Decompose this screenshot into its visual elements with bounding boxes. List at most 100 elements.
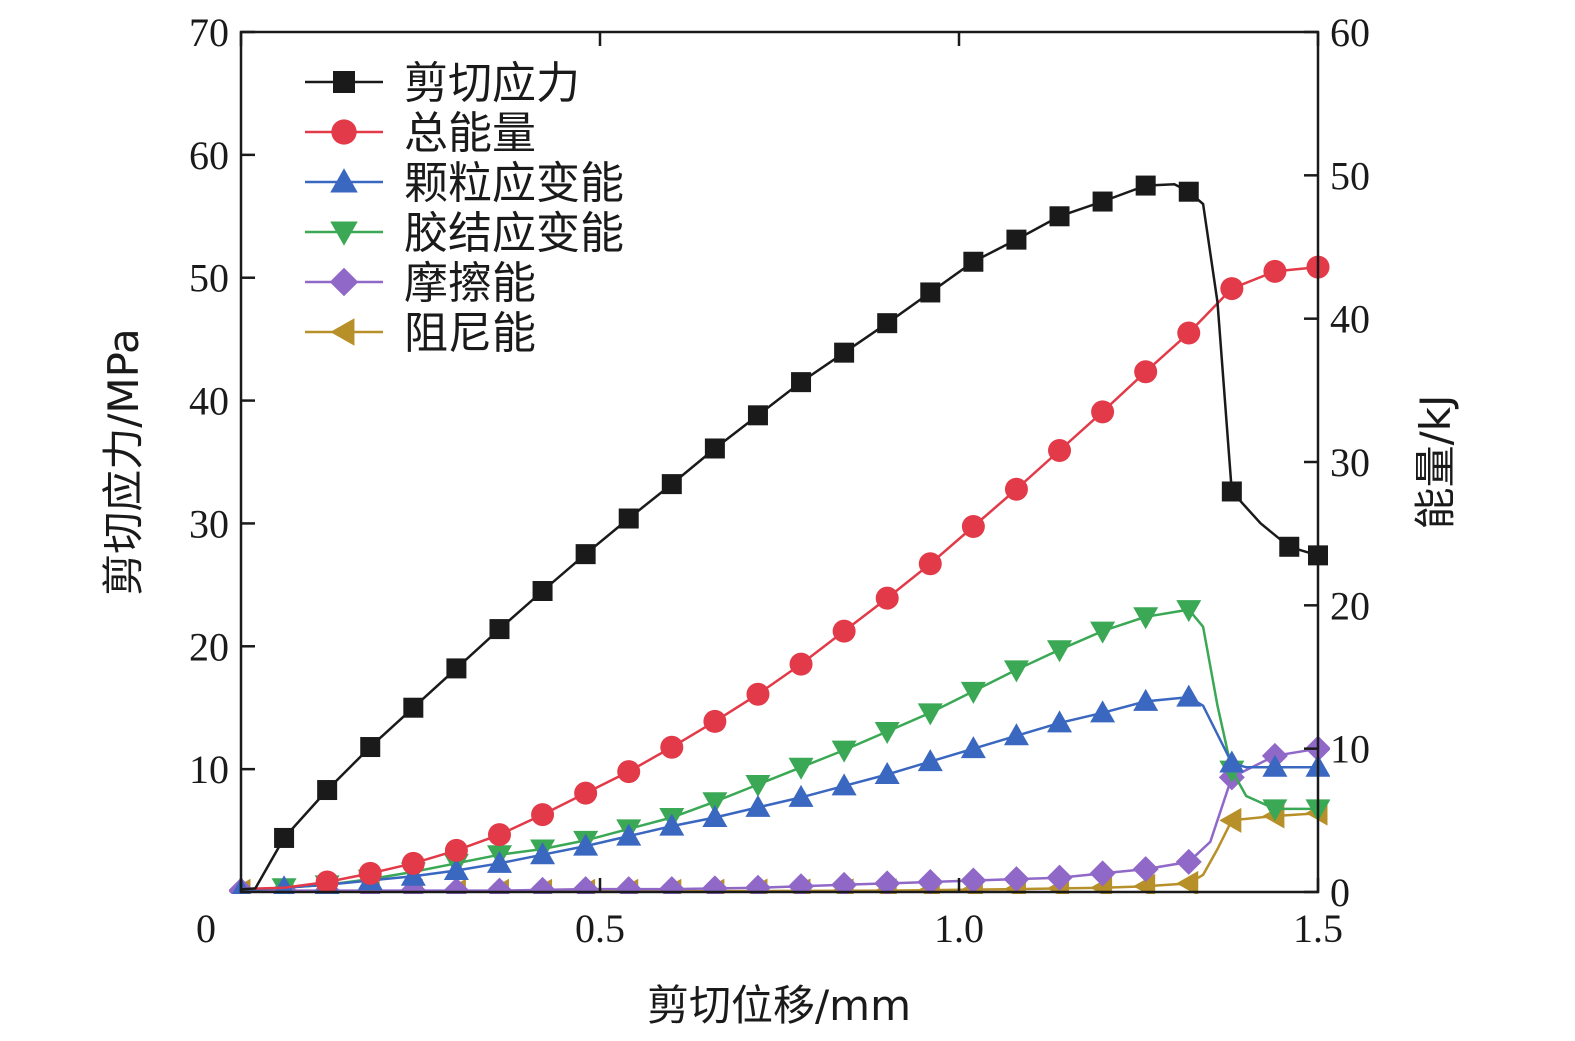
series-point-2 xyxy=(1220,277,1244,301)
series-point-2 xyxy=(487,823,511,847)
y-left-tick-label: 20 xyxy=(189,624,229,669)
series-point-1 xyxy=(747,405,768,426)
legend-label: 阻尼能 xyxy=(404,308,536,359)
series-4 xyxy=(240,600,1330,894)
x-tick-label: 1.0 xyxy=(934,906,984,951)
series-point-1 xyxy=(1135,175,1156,196)
series-point-5 xyxy=(1175,848,1202,875)
series-point-1 xyxy=(575,544,596,565)
series-point-2 xyxy=(1134,360,1158,384)
y-left-tick-label: 40 xyxy=(189,379,229,424)
series-point-5 xyxy=(831,871,858,894)
series-point-1 xyxy=(791,372,812,393)
series-point-3 xyxy=(1003,723,1029,746)
series-line-1 xyxy=(240,183,1319,891)
series-point-5 xyxy=(443,877,470,894)
series-point-2 xyxy=(789,652,813,676)
series-point-3 xyxy=(616,823,642,846)
series-point-1 xyxy=(834,342,855,363)
series-point-6 xyxy=(1133,873,1156,894)
series-line-2 xyxy=(240,265,1319,891)
series-point-3 xyxy=(486,850,512,873)
series-point-2 xyxy=(875,586,899,610)
series-point-5 xyxy=(529,876,556,894)
series-point-1 xyxy=(403,697,424,718)
y-right-tick-label: 60 xyxy=(1330,10,1370,55)
legend-marker xyxy=(330,168,358,193)
x-origin-label: 0 xyxy=(196,906,216,951)
series-point-5 xyxy=(1003,866,1030,893)
series-point-4 xyxy=(917,703,943,726)
series-point-2 xyxy=(1091,400,1115,424)
legend-label: 剪切应力 xyxy=(404,58,580,109)
series-point-5 xyxy=(701,875,728,894)
series-point-4 xyxy=(1262,799,1288,822)
series-point-3 xyxy=(745,794,771,817)
series-point-2 xyxy=(660,735,684,759)
series-point-1 xyxy=(618,508,639,529)
series-point-2 xyxy=(832,619,856,643)
series-point-4 xyxy=(1176,600,1202,623)
legend-marker xyxy=(329,267,359,297)
series-point-1 xyxy=(661,474,682,495)
series-point-2 xyxy=(1177,321,1201,345)
series-point-1 xyxy=(877,313,898,334)
x-tick-label: 1.5 xyxy=(1293,906,1343,951)
series-point-2 xyxy=(1048,439,1072,463)
series-point-4 xyxy=(874,721,900,744)
x-tick-label: 0.5 xyxy=(575,906,625,951)
series-line-4 xyxy=(240,608,1318,892)
series-point-2 xyxy=(961,515,985,538)
series-point-3 xyxy=(659,813,685,836)
series-2 xyxy=(240,255,1330,894)
series-point-5 xyxy=(788,873,815,894)
series-point-6 xyxy=(1176,870,1199,894)
series-point-1 xyxy=(489,619,510,640)
series-1 xyxy=(240,175,1328,891)
series-point-3 xyxy=(573,833,599,856)
series-point-1 xyxy=(317,780,338,801)
legend-label: 胶结应变能 xyxy=(404,208,624,259)
series-point-3 xyxy=(1262,754,1288,777)
series-point-3 xyxy=(443,858,469,880)
series-6 xyxy=(229,800,1328,894)
legend-label: 颗粒应变能 xyxy=(404,158,624,209)
y-left-tick-label: 10 xyxy=(189,747,229,792)
series-point-4 xyxy=(745,775,771,797)
y-left-axis-title: 剪切应力/MPa xyxy=(99,328,148,596)
legend-marker xyxy=(331,119,357,145)
series-point-4 xyxy=(702,792,728,815)
series-5 xyxy=(229,735,1330,894)
series-point-3 xyxy=(960,736,986,759)
series-point-1 xyxy=(704,438,725,459)
series-point-2 xyxy=(617,760,641,784)
series-point-5 xyxy=(1132,856,1159,883)
series-point-2 xyxy=(401,851,425,875)
legend-marker xyxy=(330,318,355,346)
series-point-2 xyxy=(315,870,339,894)
series-point-3 xyxy=(702,804,728,827)
series-point-5 xyxy=(917,868,944,894)
series-layer xyxy=(229,175,1330,894)
legend-label: 摩擦能 xyxy=(404,258,536,309)
series-point-2 xyxy=(444,838,468,862)
series-point-5 xyxy=(615,876,642,894)
y-left-tick-label: 50 xyxy=(189,256,229,301)
plot-frame xyxy=(239,30,1320,894)
series-point-3 xyxy=(831,773,857,796)
series-point-1 xyxy=(1049,206,1070,227)
series-point-4 xyxy=(1133,607,1159,630)
legend-marker xyxy=(330,221,358,246)
series-point-2 xyxy=(531,803,555,827)
series-line-6 xyxy=(241,811,1319,893)
series-point-4 xyxy=(960,681,986,704)
series-point-1 xyxy=(360,737,381,758)
axes-layer: 0.5 1.0 1.5 10 20 30 40 50 60 70 0 0 10 20 30 40 50 60 xyxy=(189,10,1370,951)
series-point-3 xyxy=(1133,688,1159,711)
series-point-1 xyxy=(1092,191,1113,212)
y-right-tick-label: 20 xyxy=(1330,583,1370,628)
series-point-5 xyxy=(744,874,771,894)
y-left-tick-label: 60 xyxy=(189,133,229,178)
